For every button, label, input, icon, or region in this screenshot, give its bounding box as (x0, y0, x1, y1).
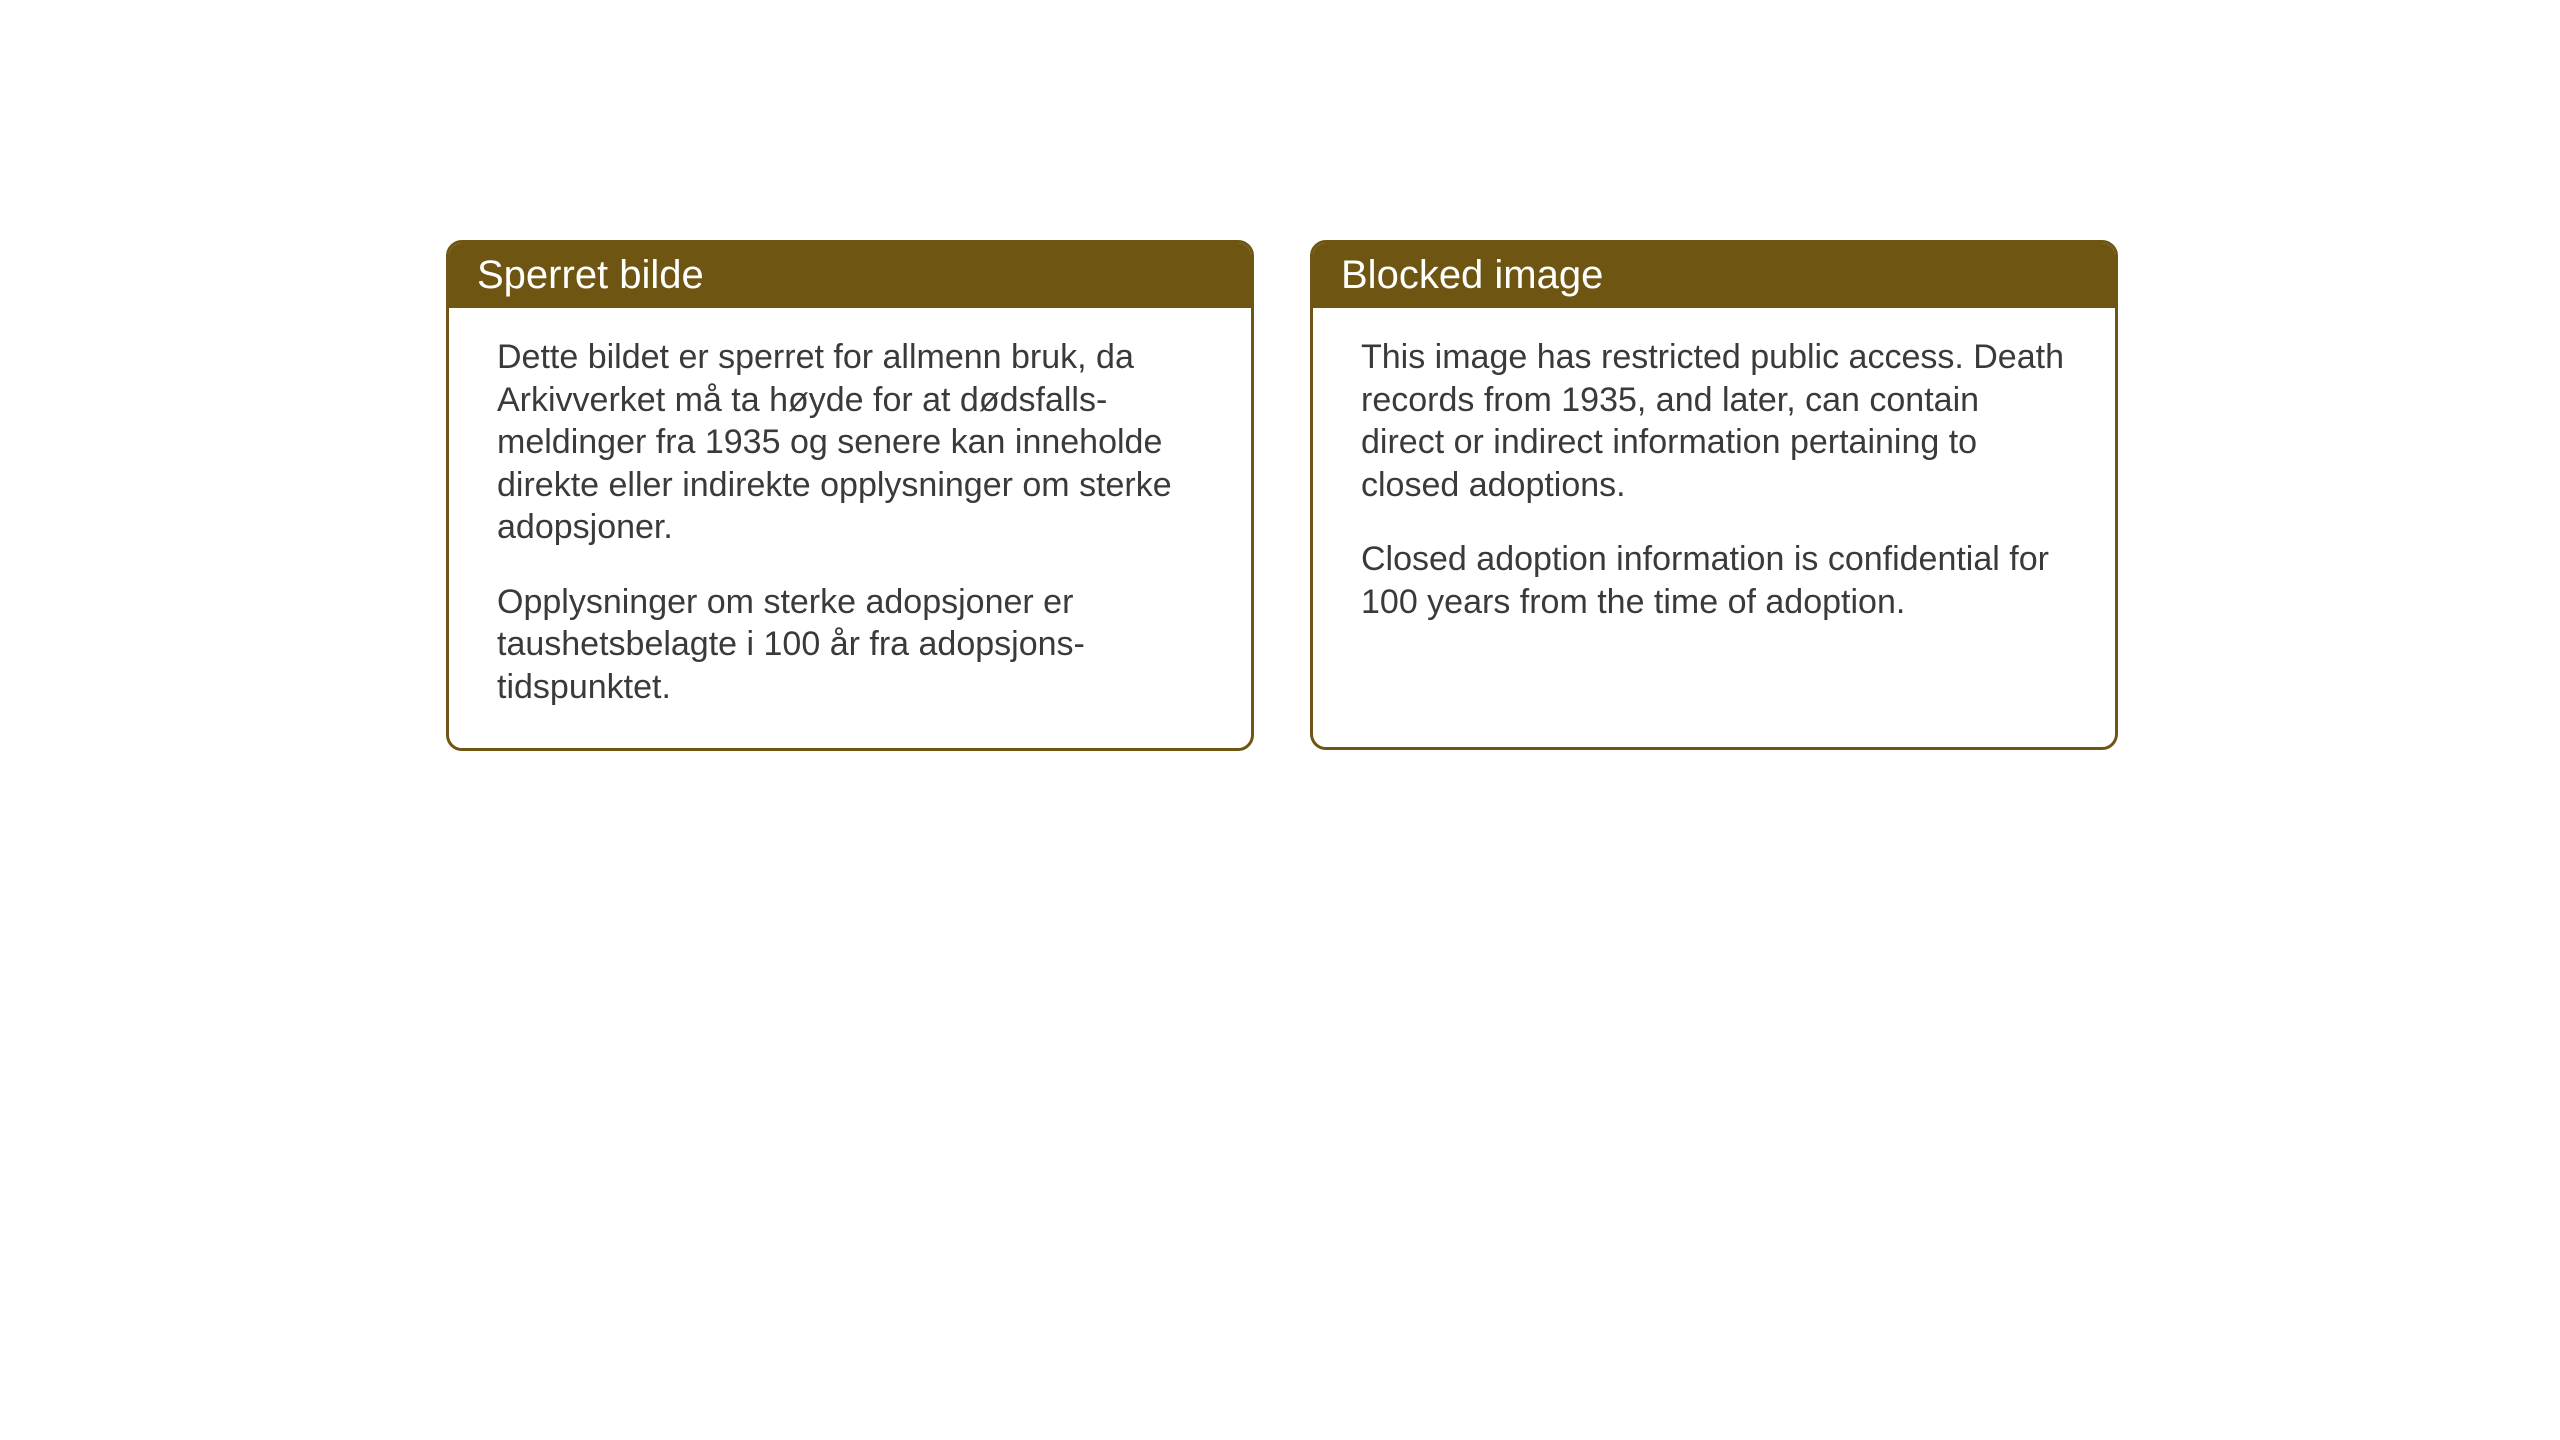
notice-title-norwegian: Sperret bilde (477, 253, 704, 297)
notice-paragraph-1-english: This image has restricted public access.… (1361, 336, 2067, 506)
notice-paragraph-1-norwegian: Dette bildet er sperret for allmenn bruk… (497, 336, 1203, 549)
notice-paragraph-2-norwegian: Opplysninger om sterke adopsjoner er tau… (497, 581, 1203, 709)
notice-card-norwegian: Sperret bilde Dette bildet er sperret fo… (446, 240, 1254, 751)
notice-paragraph-2-english: Closed adoption information is confident… (1361, 538, 2067, 623)
notice-container: Sperret bilde Dette bildet er sperret fo… (446, 240, 2118, 751)
notice-header-english: Blocked image (1313, 243, 2115, 308)
notice-body-english: This image has restricted public access.… (1313, 308, 2115, 663)
notice-body-norwegian: Dette bildet er sperret for allmenn bruk… (449, 308, 1251, 748)
notice-card-english: Blocked image This image has restricted … (1310, 240, 2118, 750)
notice-header-norwegian: Sperret bilde (449, 243, 1251, 308)
notice-title-english: Blocked image (1341, 253, 1603, 297)
